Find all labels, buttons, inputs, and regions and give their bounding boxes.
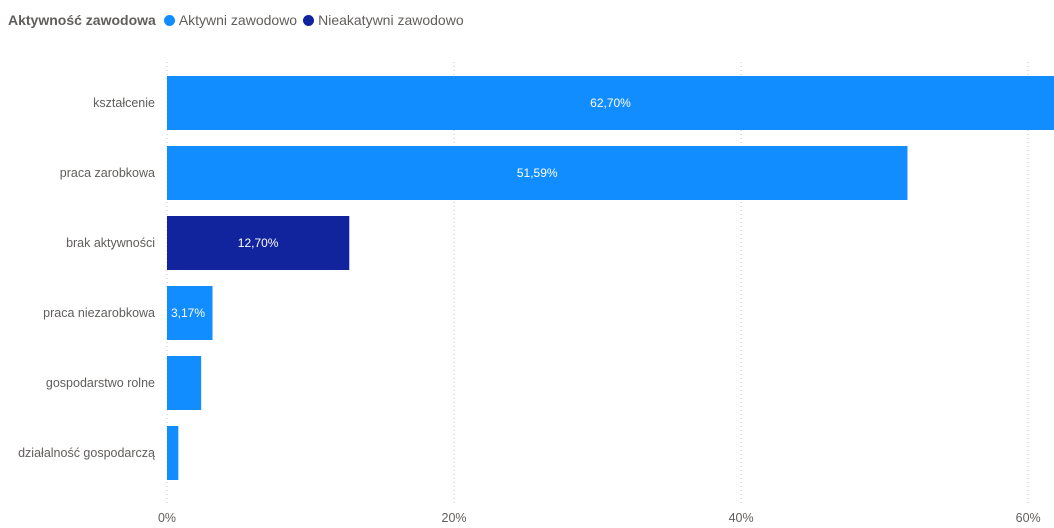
legend-label-active: Aktywni zawodowo: [178, 12, 298, 28]
bar-3[interactable]: [167, 286, 213, 340]
x-tick-label-0: 0%: [158, 511, 176, 525]
legend-dot-inactive-icon: [303, 14, 315, 26]
data-label-0: 62,70%: [590, 96, 631, 110]
legend-label-inactive: Nieakatywni zawodowo: [318, 12, 464, 28]
data-label-3: 3,17%: [171, 306, 205, 320]
bar-2[interactable]: [167, 216, 350, 270]
legend: Aktywność zawodowa Aktywni zawodowo Niea…: [8, 10, 470, 30]
x-tick-label-3: 60%: [1016, 511, 1041, 525]
category-label-2: brak aktywności: [66, 236, 155, 250]
category-label-4: gospodarstwo rolne: [46, 376, 155, 390]
legend-item-inactive[interactable]: Nieakatywni zawodowo: [303, 12, 464, 28]
legend-dot-active-icon: [163, 14, 175, 26]
bar-4[interactable]: [167, 356, 202, 410]
data-label-2: 12,70%: [238, 236, 279, 250]
category-label-5: działalność gospodarczą: [18, 446, 155, 460]
category-label-0: kształcenie: [93, 96, 155, 110]
bar-1[interactable]: [167, 146, 908, 200]
x-tick-label-1: 20%: [442, 511, 467, 525]
data-label-1: 51,59%: [517, 166, 558, 180]
legend-title: Aktywność zawodowa: [8, 12, 156, 28]
bar-5[interactable]: [167, 426, 179, 480]
x-tick-label-2: 40%: [729, 511, 754, 525]
category-label-3: praca niezarobkowa: [43, 306, 155, 320]
bar-0[interactable]: [167, 76, 1054, 130]
category-label-1: praca zarobkowa: [60, 166, 155, 180]
legend-item-active[interactable]: Aktywni zawodowo: [163, 12, 298, 28]
